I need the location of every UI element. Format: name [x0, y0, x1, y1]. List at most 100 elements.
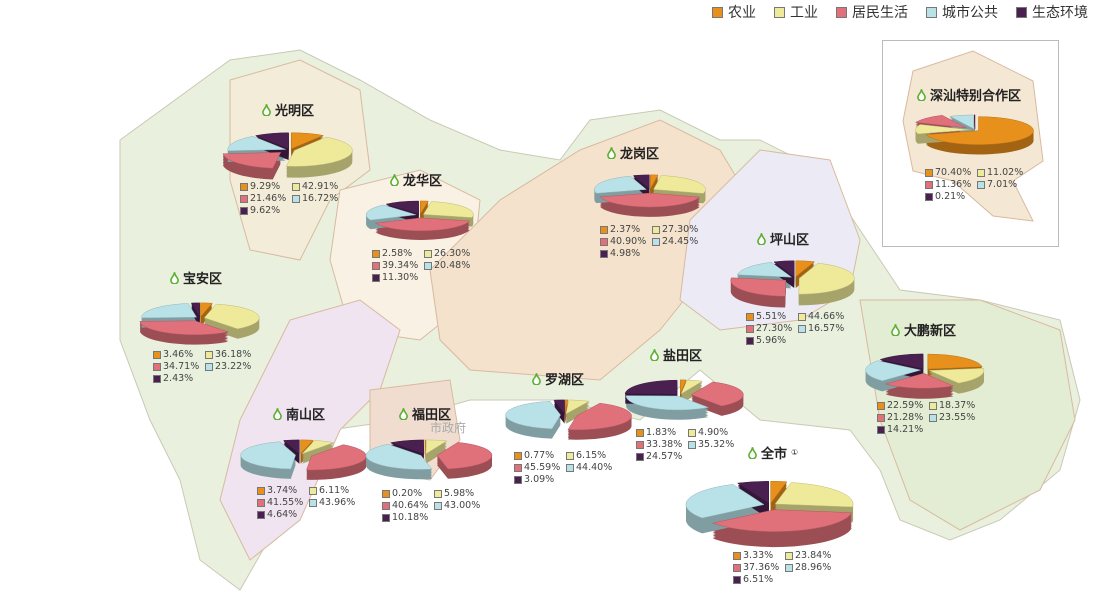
pie-slice-industry	[203, 303, 260, 330]
legend-item-industry: 工业	[774, 2, 818, 22]
pie-slice-urban-public	[625, 395, 710, 411]
pie-slice-residential	[139, 320, 230, 336]
pie-chart	[730, 260, 855, 308]
value-ecology: 5.96%	[746, 335, 798, 346]
pie-slice-industry	[680, 379, 704, 395]
pie-chart	[365, 439, 493, 480]
value-agriculture: 0.20%	[382, 488, 434, 499]
value-residential: 37.36%	[733, 562, 785, 573]
district-name: 大鹏新区	[904, 324, 957, 339]
district-name: 宝安区	[183, 272, 223, 287]
district-name: 福田区	[412, 408, 452, 423]
pie-slice-agriculture	[200, 302, 213, 318]
map-label-city-hall: 市政府	[430, 420, 466, 435]
value-agriculture: 0.77%	[514, 450, 566, 461]
water-drop-icon	[748, 446, 757, 459]
district-value-legend: 22.59% 18.37% 21.28% 23.55% 14.21%	[877, 400, 981, 435]
value-industry: 42.91%	[292, 181, 344, 192]
pie-slice-residential	[374, 217, 471, 232]
value-agriculture: 22.59%	[877, 400, 929, 411]
district-title: 全市 ①	[748, 443, 798, 462]
legend-swatch	[926, 6, 937, 18]
value-residential: 45.59%	[514, 462, 566, 473]
pie-slice-industry	[928, 367, 985, 384]
district-value-legend: 0.20% 5.98% 40.64% 43.00% 10.18%	[382, 488, 486, 523]
value-agriculture: 2.37%	[600, 224, 652, 235]
district-value-legend: 2.58% 26.30% 39.34% 20.48% 11.30%	[372, 248, 476, 283]
value-ecology: 10.18%	[382, 512, 434, 523]
water-drop-icon	[262, 103, 271, 116]
value-industry: 4.90%	[688, 427, 740, 438]
water-drop-icon	[273, 407, 282, 420]
pie-slice-agriculture	[770, 480, 788, 504]
pie-slice-urban-public	[865, 360, 921, 382]
pie-slice-agriculture	[300, 439, 314, 455]
district-name: 盐田区	[663, 349, 703, 364]
water-drop-icon	[917, 88, 926, 101]
pie-slice-urban-public	[141, 303, 198, 319]
value-agriculture: 3.74%	[257, 485, 309, 496]
pie-slice-industry	[915, 124, 971, 135]
pie-slice-agriculture	[925, 116, 1034, 145]
value-urban-public: 20.48%	[424, 260, 476, 271]
pie-slice-ecology	[553, 399, 565, 415]
pie-chart	[240, 439, 367, 480]
value-residential: 34.71%	[153, 361, 205, 372]
pie-slice-agriculture	[927, 353, 983, 370]
water-drop-icon	[399, 407, 408, 420]
value-urban-public: 7.01%	[977, 179, 1029, 190]
pie-slice-ecology	[879, 353, 924, 370]
district-title: 坪山区	[757, 229, 809, 248]
pie-chart	[594, 174, 706, 217]
pie-slice-ecology	[385, 200, 419, 215]
legend-swatch	[774, 6, 785, 18]
legend-swatch	[836, 6, 847, 18]
water-drop-icon	[170, 271, 179, 284]
pie-slice-ecology	[736, 481, 769, 504]
pie-chart	[222, 132, 353, 180]
pie-slice-ecology	[282, 439, 300, 455]
pie-slice-residential	[567, 402, 632, 431]
district-name: 龙华区	[403, 174, 443, 189]
value-ecology: 4.64%	[257, 509, 309, 520]
district-name: 罗湖区	[545, 373, 585, 388]
district-value-legend: 2.37% 27.30% 40.90% 24.45% 4.98%	[600, 224, 704, 259]
district-value-legend: 5.51% 44.66% 27.30% 16.57% 5.96%	[746, 311, 850, 346]
value-agriculture: 2.58%	[372, 248, 424, 259]
district-title: 大鹏新区	[891, 320, 956, 339]
legend-item-agriculture: 农业	[712, 2, 756, 22]
value-industry: 36.18%	[205, 349, 257, 360]
value-industry: 11.02%	[977, 167, 1029, 178]
district-name: 全市	[761, 447, 788, 462]
pie-slice-residential	[599, 192, 701, 208]
district-title: 龙岗区	[607, 143, 659, 162]
water-drop-icon	[607, 146, 616, 159]
district-title: 罗湖区	[532, 369, 584, 388]
value-ecology: 14.21%	[877, 424, 929, 435]
district-value-legend: 0.77% 6.15% 45.59% 44.40% 3.09%	[514, 450, 618, 485]
pie-slice-urban-public	[365, 204, 417, 221]
pie-chart	[365, 200, 474, 240]
pie-slice-agriculture	[291, 132, 325, 150]
district-value-legend: 3.33% 23.84% 37.36% 28.96% 6.51%	[733, 550, 837, 585]
district-value-legend: 70.40% 11.02% 11.36% 7.01% 0.21%	[925, 167, 1029, 202]
pie-slice-industry	[422, 201, 474, 218]
value-ecology: 9.62%	[240, 205, 292, 216]
value-industry: 5.98%	[434, 488, 486, 499]
legend-label: 城市公共	[942, 5, 998, 21]
value-urban-public: 23.55%	[929, 412, 981, 423]
pie-slice-agriculture	[679, 379, 687, 394]
legend-label: 工业	[790, 5, 818, 21]
pie-slice-ecology	[254, 132, 289, 150]
pie-slice-industry	[798, 262, 855, 295]
pie-slice-residential	[730, 277, 787, 297]
value-industry: 26.30%	[424, 248, 476, 259]
legend-swatch	[1016, 6, 1027, 18]
water-drop-icon	[532, 372, 541, 385]
pie-slice-industry	[285, 136, 353, 167]
district-name: 南山区	[286, 408, 326, 423]
value-urban-public: 35.32%	[688, 439, 740, 450]
pie-chart	[865, 353, 985, 399]
